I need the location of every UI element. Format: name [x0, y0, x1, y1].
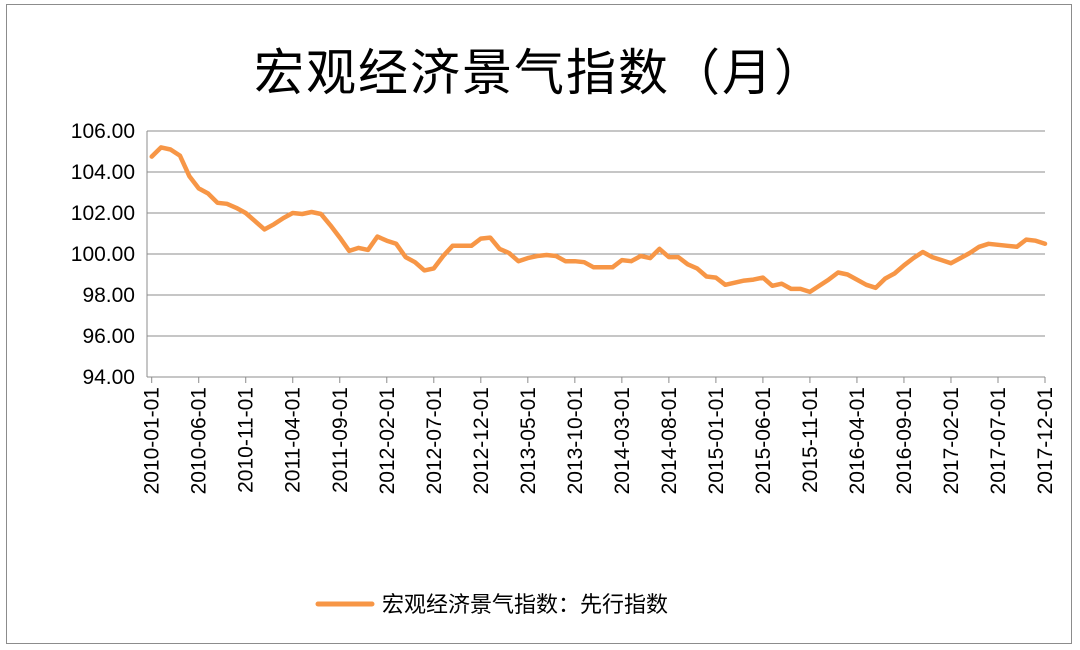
legend: 宏观经济景气指数：先行指数 [315, 593, 668, 618]
x-tick-label: 2010-01-01 [141, 387, 164, 494]
x-tick-label: 2013-10-01 [564, 387, 587, 494]
x-tick-label: 2011-09-01 [329, 387, 352, 493]
y-tick-label: 106.00 [71, 120, 135, 143]
x-tick-label: 2015-06-01 [752, 387, 775, 494]
series-group [149, 145, 1048, 295]
x-tick-label: 2016-04-01 [846, 387, 869, 494]
x-tick-label: 2013-05-01 [517, 387, 540, 494]
y-axis-ticks: 94.00 96.00 98.00 100.00 102.00 104.00 106.00 [71, 120, 135, 389]
x-tick-label: 2017-02-01 [940, 387, 963, 494]
x-tick-label: 2017-07-01 [987, 387, 1010, 494]
y-tick-label: 94.00 [82, 366, 135, 389]
x-tick-label: 2017-12-01 [1034, 387, 1057, 494]
y-tick-label: 102.00 [71, 202, 135, 225]
legend-label: 宏观经济景气指数：先行指数 [382, 593, 668, 618]
x-tick-label: 2014-03-01 [611, 387, 634, 494]
x-tick-label: 2014-08-01 [658, 387, 681, 494]
y-tick-label: 98.00 [82, 284, 135, 307]
x-tick-label: 2012-12-01 [470, 387, 493, 494]
chart-frame: 宏观经济景气指数（月） [6, 4, 1072, 644]
x-tick-label: 2015-01-01 [705, 387, 728, 494]
y-tick-label: 96.00 [82, 325, 135, 348]
x-tick-label: 2011-04-01 [282, 387, 305, 493]
y-tick-label: 104.00 [71, 161, 135, 184]
x-tick-label: 2012-02-01 [376, 387, 399, 494]
x-tick-label: 2015-11-01 [799, 387, 822, 493]
chart-title: 宏观经济景气指数（月） [254, 44, 826, 102]
x-tick-label: 2012-07-01 [423, 387, 446, 494]
x-tick-label: 2010-06-01 [188, 387, 211, 494]
x-tick-label: 2010-11-01 [235, 387, 258, 493]
gridlines [147, 130, 1045, 337]
series-line [149, 145, 1048, 295]
axes [146, 131, 1045, 378]
y-tick-label: 100.00 [71, 243, 135, 266]
x-tick-label: 2016-09-01 [893, 387, 916, 494]
x-axis-ticks: 2010-01-01 2010-06-01 2010-11-01 2011-04-01… [141, 377, 1057, 494]
